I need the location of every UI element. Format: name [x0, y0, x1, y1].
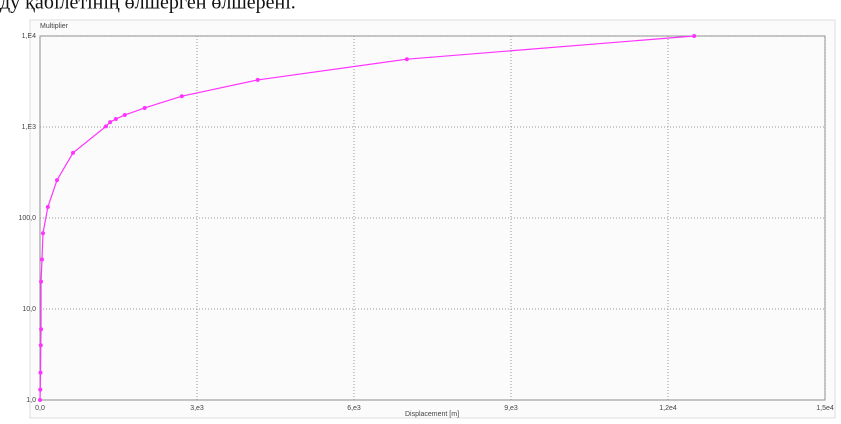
x-tick-label: 9,e3 — [504, 405, 518, 412]
data-point — [55, 178, 60, 183]
y-tick-label: 1,E3 — [22, 124, 37, 131]
data-point — [255, 77, 260, 82]
data-point — [70, 150, 75, 155]
x-tick-label: 1,5e4 — [816, 405, 834, 412]
data-point — [39, 279, 44, 284]
data-point — [108, 120, 113, 125]
caption: ду қабілетінің өлшерген өлшерені. — [0, 0, 296, 14]
y-tick-label: 1,E4 — [22, 33, 37, 40]
data-point — [38, 387, 43, 392]
data-point — [113, 117, 118, 122]
data-point — [38, 343, 43, 348]
panel — [29, 19, 836, 419]
data-line — [39, 35, 695, 401]
data-point — [404, 57, 409, 62]
data-point — [142, 105, 147, 110]
data-point — [39, 257, 44, 262]
x-tick-label: 0,0 — [35, 405, 45, 412]
x-tick-label: 3,e3 — [190, 405, 204, 412]
data-point — [38, 398, 42, 402]
x-tick-label: 6,e3 — [347, 405, 361, 412]
y-tick-label: 100,0 — [18, 215, 36, 222]
data-point — [103, 124, 108, 129]
x-axis-title: Displacement [m] — [405, 411, 459, 418]
data-point — [692, 34, 697, 38]
x-tick-label: 1,2e4 — [659, 405, 677, 412]
y-tick-label: 10,0 — [22, 306, 36, 313]
data-point — [45, 205, 50, 210]
y-axis-title: Multiplier — [40, 23, 69, 30]
data-point — [39, 327, 44, 332]
y-tick-label: 1,0 — [26, 397, 36, 404]
data-point — [122, 112, 127, 117]
data-point — [40, 231, 45, 236]
data-point — [38, 370, 43, 375]
data-point — [179, 94, 184, 99]
